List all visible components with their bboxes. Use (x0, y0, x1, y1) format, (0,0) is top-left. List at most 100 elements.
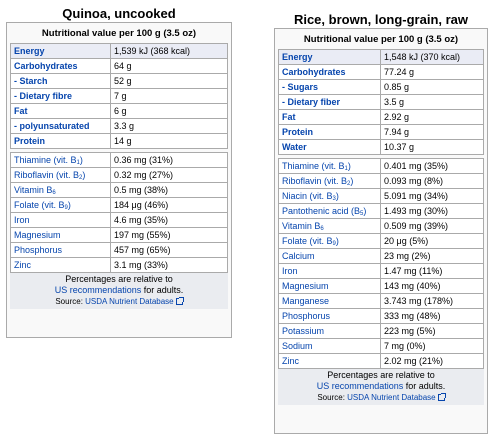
footer-note: Percentages are relative to (65, 274, 173, 284)
nutrient-value: 0.093 mg (8%) (380, 173, 484, 189)
footer-tail: for adults. (403, 381, 446, 391)
nutrient-row: - Dietary fiber 3.5 g (278, 94, 484, 110)
nutrient-value: 3.3 g (110, 118, 228, 134)
nutrient-value: 223 mg (5%) (380, 323, 484, 339)
quinoa-footer: Percentages are relative to US recommend… (10, 273, 228, 309)
nutrient-name[interactable]: Riboflavin (vit. B2) (10, 167, 111, 183)
nutrient-row: Folate (vit. B9) 184 μg (46%) (10, 197, 228, 213)
nutrient-name[interactable]: Fat (10, 103, 111, 119)
nutrient-name[interactable]: Magnesium (278, 278, 381, 294)
nutrient-value: 52 g (110, 73, 228, 89)
nutrient-value: 6 g (110, 103, 228, 119)
nutrient-value: 1,539 kJ (368 kcal) (110, 43, 228, 59)
nutrient-value: 333 mg (48%) (380, 308, 484, 324)
nutrient-row: Iron 1.47 mg (11%) (278, 263, 484, 279)
nutrient-row: Vitamin B6 0.509 mg (39%) (278, 218, 484, 234)
nutrient-value: 4.6 mg (35%) (110, 212, 228, 228)
nutrient-row: Niacin (vit. B3) 5.091 mg (34%) (278, 188, 484, 204)
nutrient-name[interactable]: - polyunsaturated (10, 118, 111, 134)
nutrient-value: 2.02 mg (21%) (380, 353, 484, 369)
nutrient-row: Potassium 223 mg (5%) (278, 323, 484, 339)
footer-note: Percentages are relative to (327, 370, 435, 380)
rice-footer: Percentages are relative to US recommend… (278, 369, 484, 405)
nutrient-name[interactable]: Magnesium (10, 227, 111, 243)
nutrient-name[interactable]: Fat (278, 109, 381, 125)
nutrient-value: 1.493 mg (30%) (380, 203, 484, 219)
nutrient-name[interactable]: Sodium (278, 338, 381, 354)
us-recommendations-link[interactable]: US recommendations (316, 381, 404, 391)
nutrient-value: 457 mg (65%) (110, 242, 228, 258)
nutrient-name[interactable]: Protein (278, 124, 381, 140)
nutrient-value: 64 g (110, 58, 228, 74)
usda-database-link[interactable]: USDA Nutrient Database (347, 393, 436, 402)
nutrient-name[interactable]: Phosphorus (10, 242, 111, 258)
nutrient-name[interactable]: Vitamin B6 (278, 218, 381, 234)
nutrient-value: 143 mg (40%) (380, 278, 484, 294)
nutrient-name[interactable]: Zinc (278, 353, 381, 369)
nutrient-name[interactable]: - Dietary fiber (278, 94, 381, 110)
nutrient-name[interactable]: Folate (vit. B9) (10, 197, 111, 213)
nutrient-value: 7.94 g (380, 124, 484, 140)
nutrient-row: Carbohydrates 77.24 g (278, 64, 484, 80)
nutrient-name[interactable]: - Dietary fibre (10, 88, 111, 104)
nutrient-row: Zinc 3.1 mg (33%) (10, 257, 228, 273)
nutrient-value: 23 mg (2%) (380, 248, 484, 264)
nutrient-value: 20 μg (5%) (380, 233, 484, 249)
nutrient-name[interactable]: Thiamine (vit. B1) (10, 152, 111, 168)
nutrient-name[interactable]: Pantothenic acid (B5) (278, 203, 381, 219)
nutrient-row: Carbohydrates 64 g (10, 58, 228, 74)
nutrient-name[interactable]: Water (278, 139, 381, 155)
nutrient-name[interactable]: Thiamine (vit. B1) (278, 158, 381, 174)
nutrient-row: Pantothenic acid (B5) 1.493 mg (30%) (278, 203, 484, 219)
nutrient-row: Fat 6 g (10, 103, 228, 119)
nutrient-name[interactable]: Energy (278, 49, 381, 65)
external-link-icon (175, 297, 184, 306)
nutrient-value: 5.091 mg (34%) (380, 188, 484, 204)
nutrient-row: Magnesium 143 mg (40%) (278, 278, 484, 294)
nutrient-name[interactable]: Iron (10, 212, 111, 228)
nutrient-name[interactable]: - Sugars (278, 79, 381, 95)
nutrient-row: - Dietary fibre 7 g (10, 88, 228, 104)
nutrient-name[interactable]: Vitamin B6 (10, 182, 111, 198)
nutrient-row: Water 10.37 g (278, 139, 484, 155)
nutrient-value: 1,548 kJ (370 kcal) (380, 49, 484, 65)
nutrient-name[interactable]: Iron (278, 263, 381, 279)
nutrient-value: 0.85 g (380, 79, 484, 95)
nutrient-value: 3.743 mg (178%) (380, 293, 484, 309)
nutrient-name[interactable]: Energy (10, 43, 111, 59)
nutrient-row: Protein 14 g (10, 133, 228, 149)
us-recommendations-link[interactable]: US recommendations (54, 285, 142, 295)
nutrient-name[interactable]: - Starch (10, 73, 111, 89)
nutrient-name[interactable]: Manganese (278, 293, 381, 309)
footer-tail: for adults. (141, 285, 184, 295)
rice-header: Nutritional value per 100 g (3.5 oz) (303, 34, 459, 45)
nutrient-name[interactable]: Protein (10, 133, 111, 149)
quinoa-infobox: Nutritional value per 100 g (3.5 oz) Ene… (6, 22, 232, 338)
nutrient-row: Riboflavin (vit. B2) 0.093 mg (8%) (278, 173, 484, 189)
nutrient-name[interactable]: Phosphorus (278, 308, 381, 324)
nutrient-value: 0.5 mg (38%) (110, 182, 228, 198)
nutrient-row: Magnesium 197 mg (55%) (10, 227, 228, 243)
footer-line-2: US recommendations for adults. (10, 285, 228, 296)
nutrient-value: 10.37 g (380, 139, 484, 155)
nutrient-name[interactable]: Zinc (10, 257, 111, 273)
nutrient-row: Vitamin B6 0.5 mg (38%) (10, 182, 228, 198)
nutrient-row: Energy 1,548 kJ (370 kcal) (278, 49, 484, 65)
external-link-icon (437, 393, 446, 402)
rice-title: Rice, brown, long-grain, raw (293, 12, 469, 27)
nutrient-value: 0.32 mg (27%) (110, 167, 228, 183)
nutrient-value: 7 mg (0%) (380, 338, 484, 354)
nutrient-name[interactable]: Calcium (278, 248, 381, 264)
nutrient-name[interactable]: Potassium (278, 323, 381, 339)
nutrient-name[interactable]: Folate (vit. B9) (278, 233, 381, 249)
nutrient-name[interactable]: Niacin (vit. B3) (278, 188, 381, 204)
quinoa-header: Nutritional value per 100 g (3.5 oz) (41, 28, 197, 39)
usda-database-link[interactable]: USDA Nutrient Database (85, 297, 174, 306)
nutrient-name[interactable]: Carbohydrates (10, 58, 111, 74)
source-prefix: Source: (317, 393, 348, 402)
nutrient-row: Riboflavin (vit. B2) 0.32 mg (27%) (10, 167, 228, 183)
nutrient-row: Thiamine (vit. B1) 0.36 mg (31%) (10, 152, 228, 168)
nutrient-name[interactable]: Carbohydrates (278, 64, 381, 80)
nutrient-name[interactable]: Riboflavin (vit. B2) (278, 173, 381, 189)
